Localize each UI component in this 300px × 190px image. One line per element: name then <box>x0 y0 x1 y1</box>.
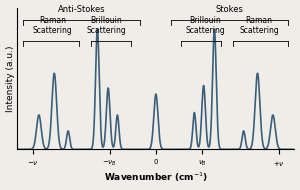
Text: Stokes: Stokes <box>216 5 244 14</box>
Text: Raman
Scattering: Raman Scattering <box>239 16 279 35</box>
Text: Brillouin
Scattering: Brillouin Scattering <box>185 16 225 35</box>
Text: Brillouin
Scattering: Brillouin Scattering <box>87 16 127 35</box>
Text: Raman
Scattering: Raman Scattering <box>33 16 73 35</box>
X-axis label: Wavenumber (cm$^{-1}$): Wavenumber (cm$^{-1}$) <box>104 171 208 184</box>
Text: Anti-Stokes: Anti-Stokes <box>58 5 106 14</box>
Y-axis label: Intensity (a.u.): Intensity (a.u.) <box>6 46 15 112</box>
